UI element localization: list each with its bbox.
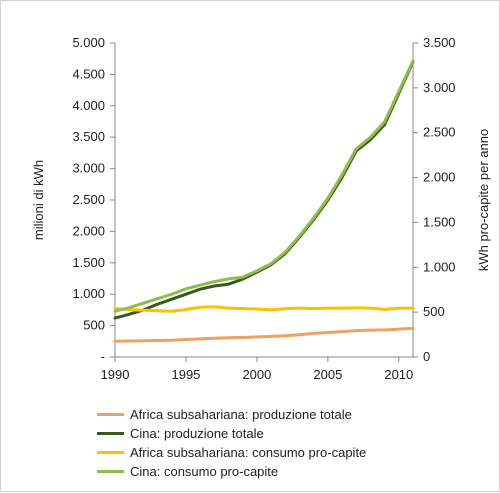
right-tick-label: 1.500 <box>423 214 456 229</box>
right-tick-label: 0 <box>423 349 430 364</box>
x-tick-label: 2000 <box>242 367 271 382</box>
legend-label: Cina: produzione totale <box>130 426 264 441</box>
legend-swatch <box>97 413 124 416</box>
left-tick-label: 3.000 <box>72 161 105 176</box>
left-tick-label: 3.500 <box>72 129 105 144</box>
right-tick-label: 3.000 <box>423 80 456 95</box>
right-tick-label: 1.000 <box>423 259 456 274</box>
right-axis-title: kWh pro-capite per anno <box>476 129 491 271</box>
x-tick-label: 1990 <box>101 367 130 382</box>
left-tick-label: 2.000 <box>72 223 105 238</box>
right-tick-label: 3.500 <box>423 35 456 50</box>
left-tick-label: 4.500 <box>72 66 105 81</box>
legend-swatch <box>97 470 124 473</box>
x-tick-label: 2005 <box>313 367 342 382</box>
right-tick-label: 500 <box>423 304 445 319</box>
left-tick-label: 1.500 <box>72 255 105 270</box>
x-tick-label: 1995 <box>171 367 200 382</box>
legend-swatch <box>97 451 124 454</box>
right-tick-label: 2.000 <box>423 170 456 185</box>
series-line-1 <box>113 326 415 343</box>
series-line-3 <box>113 305 415 313</box>
legend-label: Cina: consumo pro-capite <box>130 464 279 479</box>
left-tick-label: 5.000 <box>72 35 105 50</box>
legend-item: Cina: consumo pro-capite <box>97 462 366 481</box>
left-tick-label: - <box>101 349 105 364</box>
left-axis-title: milioni di kWh <box>31 160 46 240</box>
legend-item: Cina: produzione totale <box>97 424 366 443</box>
legend: Africa subsahariana: produzione totale Ci… <box>97 405 366 481</box>
series-line-4 <box>113 59 415 313</box>
left-tick-label: 500 <box>83 318 105 333</box>
left-tick-label: 2.500 <box>72 192 105 207</box>
legend-item: Africa subsahariana: produzione totale <box>97 405 366 424</box>
x-tick-label: 2010 <box>384 367 413 382</box>
legend-label: Africa subsahariana: consumo pro-capite <box>130 445 367 460</box>
legend-label: Africa subsahariana: produzione totale <box>130 407 352 422</box>
legend-item: Africa subsahariana: consumo pro-capite <box>97 443 366 462</box>
left-tick-label: 4.000 <box>72 98 105 113</box>
right-tick-label: 2.500 <box>423 125 456 140</box>
legend-swatch <box>97 432 124 435</box>
series-line-2 <box>113 60 415 320</box>
left-tick-label: 1.000 <box>72 286 105 301</box>
